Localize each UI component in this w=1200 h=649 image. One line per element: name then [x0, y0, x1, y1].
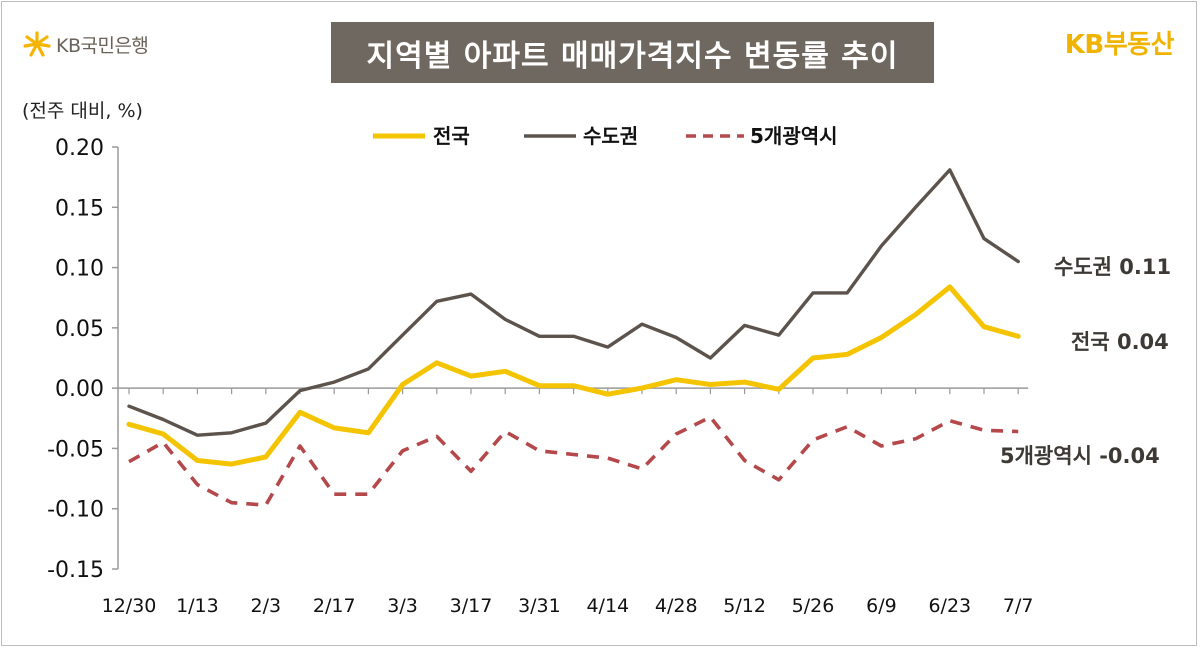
- legend-label-national: 전국: [433, 124, 470, 148]
- x-tick-label: 2/17: [313, 595, 356, 617]
- series-line-metro: [128, 415, 1019, 507]
- x-tick-label: 6/9: [866, 595, 897, 617]
- x-tick-label: 1/13: [176, 595, 219, 617]
- chart-end-labels: 전국 0.04 수도권 0.11 5개광역시 -0.04: [1000, 255, 1171, 468]
- end-label-national: 전국 0.04: [1071, 330, 1169, 354]
- series-line-capital: [127, 168, 1020, 437]
- x-tick-label: 3/3: [387, 595, 418, 617]
- y-tick-label: 0.20: [55, 136, 104, 161]
- bank-name: KB국민은행: [56, 34, 149, 57]
- chart-series: [126, 168, 1021, 507]
- y-tick-label: 0.10: [55, 257, 104, 282]
- y-unit-label: (전주 대비, %): [22, 100, 143, 122]
- y-tick-label: -0.10: [47, 498, 104, 523]
- x-tick-label: 5/26: [792, 595, 835, 617]
- x-tick-label: 5/12: [723, 595, 766, 617]
- end-label-metro: 5개광역시 -0.04: [1000, 444, 1160, 468]
- x-tick-label: 2/3: [251, 595, 282, 617]
- kb-bank-logo: KB국민은행: [22, 30, 149, 58]
- y-tick-label: -0.15: [47, 558, 104, 583]
- y-tick-label: -0.05: [47, 437, 104, 462]
- x-tick-label: 12/30: [102, 595, 157, 617]
- kb-estate-brand: KB부동산: [1064, 30, 1175, 60]
- x-tick-label: 7/7: [1003, 595, 1034, 617]
- chart-legend: 전국 수도권 5개광역시: [373, 124, 838, 148]
- chart-title: 지역별 아파트 매매가격지수 변동률 추이: [331, 22, 934, 83]
- legend-label-metro: 5개광역시: [750, 124, 838, 148]
- y-tick-label: 0.15: [55, 196, 104, 221]
- x-tick-label: 4/14: [586, 595, 629, 617]
- legend-label-capital: 수도권: [583, 124, 638, 148]
- x-tick-label: 4/28: [655, 595, 698, 617]
- chart-axes: 0.20 0.15 0.10 0.05 0.00 -0.05 -0.10 -0.15 12/30…: [47, 136, 1033, 617]
- y-tick-label: 0.05: [55, 317, 104, 342]
- end-label-capital: 수도권 0.11: [1054, 255, 1171, 279]
- y-tick-label: 0.00: [55, 377, 104, 402]
- series-line-national: [126, 284, 1021, 467]
- x-tick-label: 6/23: [928, 595, 971, 617]
- x-tick-label: 3/17: [450, 595, 493, 617]
- x-tick-label: 3/31: [518, 595, 561, 617]
- kb-star-icon: [23, 31, 51, 57]
